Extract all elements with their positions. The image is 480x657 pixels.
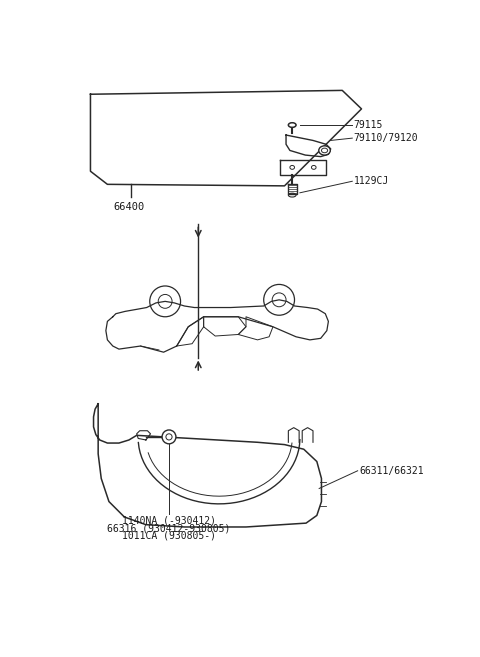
Circle shape: [158, 294, 172, 308]
Text: 79110/79120: 79110/79120: [354, 133, 419, 143]
Ellipse shape: [312, 166, 316, 170]
Ellipse shape: [288, 123, 296, 127]
Circle shape: [162, 430, 176, 444]
Text: 1140NA (-930412): 1140NA (-930412): [122, 516, 216, 526]
Circle shape: [150, 286, 180, 317]
Circle shape: [264, 284, 295, 315]
Circle shape: [272, 293, 286, 307]
Ellipse shape: [290, 166, 295, 170]
Text: 79115: 79115: [354, 120, 383, 130]
Text: 66316 (930412-930805): 66316 (930412-930805): [108, 523, 231, 533]
Ellipse shape: [288, 193, 296, 197]
Circle shape: [166, 434, 172, 440]
Text: 1011CA (930805-): 1011CA (930805-): [122, 531, 216, 541]
Text: 66311/66321: 66311/66321: [359, 466, 424, 476]
Ellipse shape: [319, 146, 330, 155]
Ellipse shape: [322, 148, 328, 153]
Text: 1129CJ: 1129CJ: [354, 176, 389, 186]
Text: 66400: 66400: [114, 202, 145, 212]
